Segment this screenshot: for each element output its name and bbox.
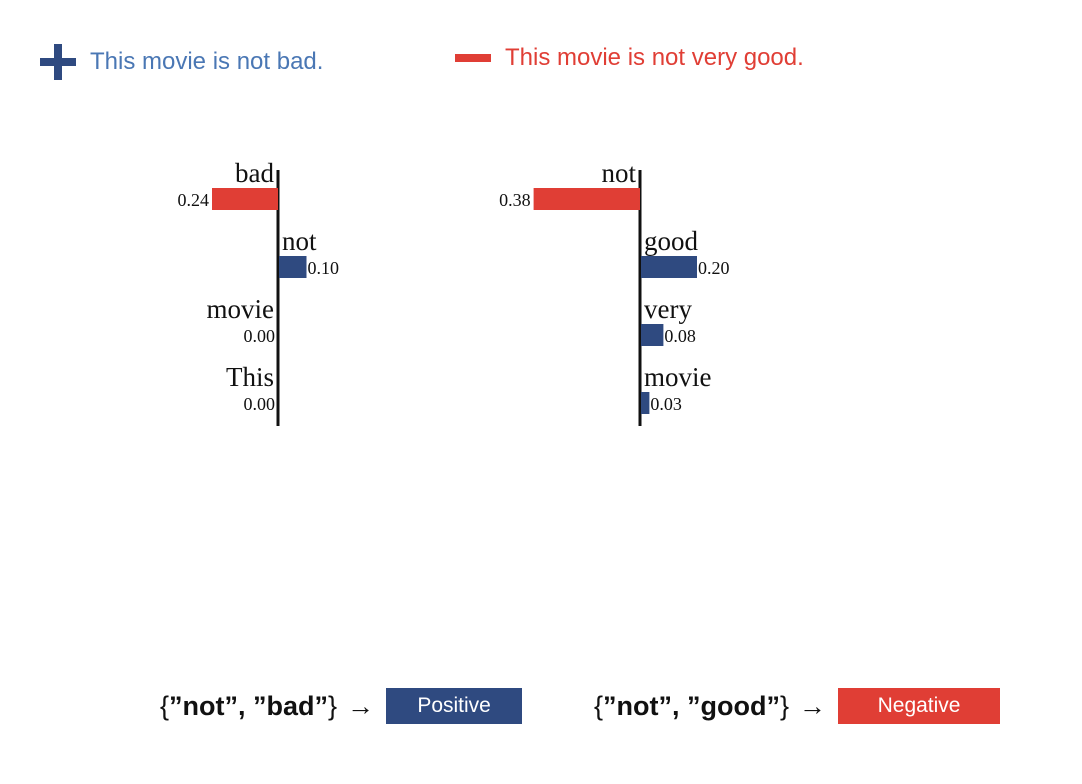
- word-label: movie: [644, 362, 712, 392]
- minus-icon: [455, 54, 491, 62]
- positive-badge: Positive: [386, 688, 523, 724]
- value-label: 0.20: [698, 258, 730, 278]
- attribution-bar: [279, 256, 307, 278]
- rule-positive: {”not”, ”bad”} → Positive: [160, 688, 523, 724]
- right-arrow-icon: →: [799, 690, 827, 721]
- attribution-bar: [212, 188, 278, 210]
- word-label: very: [644, 294, 692, 324]
- negative-badge: Negative: [838, 688, 1001, 724]
- attribution-bar: [641, 392, 650, 414]
- word-label: good: [644, 226, 699, 256]
- word-label: bad: [235, 158, 274, 188]
- value-label: 0.03: [650, 394, 682, 414]
- value-label: 0.00: [244, 394, 276, 414]
- word-label: movie: [207, 294, 275, 324]
- value-label: 0.38: [499, 190, 531, 210]
- attribution-bar: [533, 188, 640, 210]
- value-label: 0.10: [308, 258, 340, 278]
- word-label: not: [282, 226, 317, 256]
- rule-negative-expression: {”not”, ”good”}: [594, 690, 790, 721]
- legend-negative: This movie is not very good.: [455, 44, 804, 72]
- value-label: 0.08: [664, 326, 696, 346]
- rule-positive-expression: {”not”, ”bad”}: [160, 690, 338, 721]
- legend-positive: This movie is not bad.: [40, 44, 323, 80]
- legend-positive-text: This movie is not bad.: [90, 48, 324, 75]
- plus-icon: [40, 44, 76, 80]
- word-label: not: [601, 158, 636, 188]
- value-label: 0.00: [244, 326, 276, 346]
- value-label: 0.24: [178, 190, 210, 210]
- word-label: This: [226, 362, 274, 392]
- rule-negative: {”not”, ”good”} → Negative: [594, 688, 1001, 724]
- attribution-bar: [641, 324, 664, 346]
- legend-negative-text: This movie is not very good.: [505, 44, 804, 71]
- right-arrow-icon: →: [347, 690, 375, 721]
- attribution-bar: [641, 256, 697, 278]
